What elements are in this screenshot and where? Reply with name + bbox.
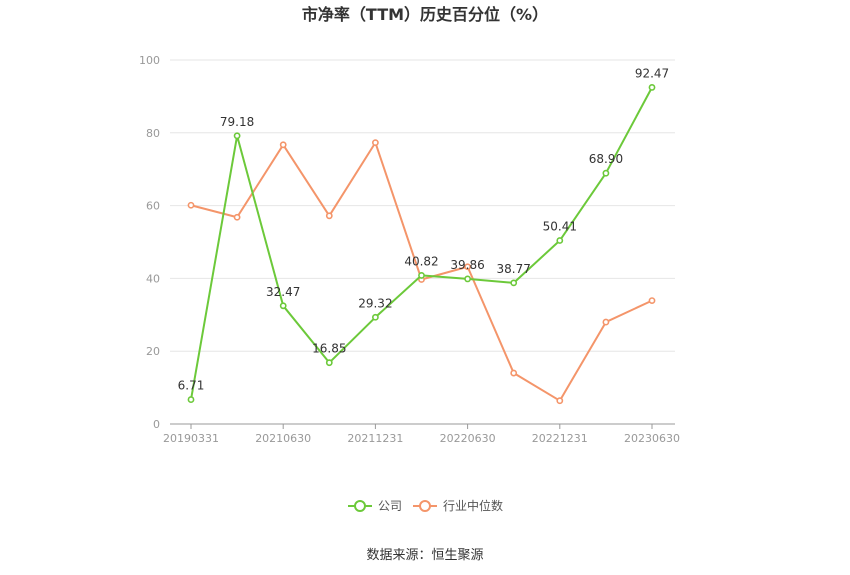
x-tick-label: 20220630 — [440, 432, 496, 445]
x-axis: 20190331 20210630 20211231 20220630 20221231… — [163, 423, 680, 445]
y-axis: 0 20 40 60 80 100 — [139, 54, 160, 431]
data-label-company: 29.32 — [358, 296, 392, 310]
x-tick-label: 20211231 — [347, 432, 403, 445]
legend-label-company: 公司 — [378, 499, 402, 513]
plot-area — [187, 84, 656, 405]
point-industry-median[interactable] — [648, 297, 656, 305]
point-company[interactable] — [602, 169, 610, 177]
y-tick-label: 60 — [146, 200, 160, 213]
point-industry-median[interactable] — [187, 201, 195, 209]
point-company[interactable] — [325, 359, 333, 367]
point-industry-median[interactable] — [371, 139, 379, 147]
point-company[interactable] — [556, 237, 564, 244]
y-tick-label: 80 — [146, 127, 160, 140]
x-tick-label: 20221231 — [532, 432, 588, 445]
point-company[interactable] — [371, 313, 379, 321]
grid — [170, 59, 675, 352]
x-tick-label: 20190331 — [163, 432, 219, 445]
point-industry-median[interactable] — [556, 397, 564, 405]
legend-label-industry-median: 行业中位数 — [443, 498, 503, 513]
point-industry-median[interactable] — [464, 263, 471, 271]
point-company[interactable] — [187, 396, 195, 403]
source-note: 数据来源：恒生聚源 — [366, 548, 483, 563]
point-industry-median[interactable] — [602, 318, 610, 326]
data-label-company: 50.41 — [543, 220, 577, 234]
point-company[interactable] — [648, 84, 656, 91]
point-company[interactable] — [464, 275, 471, 283]
data-label-company: 38.77 — [497, 262, 531, 276]
data-label-company: 32.47 — [266, 285, 300, 299]
point-industry-median[interactable] — [279, 141, 287, 149]
legend-item-company[interactable]: 公司 — [348, 499, 402, 513]
point-company[interactable] — [418, 272, 425, 279]
data-label-company: 92.47 — [635, 66, 669, 80]
data-labels: 6.71 79.18 32.47 16.85 29.32 40.82 39.86 38.77 5… — [178, 66, 670, 392]
y-tick-label: 40 — [146, 272, 160, 285]
x-tick-label: 20210630 — [255, 432, 311, 445]
chart-title: 市净率（TTM）历史百分位（%） — [302, 5, 548, 24]
legend: 公司 行业中位数 — [348, 498, 503, 513]
data-label-company: 39.86 — [450, 258, 484, 272]
data-label-company: 6.71 — [178, 379, 205, 393]
data-label-company: 40.82 — [404, 254, 438, 268]
data-label-company: 79.18 — [220, 115, 254, 129]
data-label-company: 68.90 — [589, 152, 623, 166]
point-company[interactable] — [233, 132, 241, 140]
legend-item-industry-median[interactable]: 行业中位数 — [413, 498, 503, 513]
y-tick-label: 0 — [153, 418, 160, 431]
x-tick-label: 20230630 — [624, 432, 680, 445]
y-tick-label: 20 — [146, 345, 160, 358]
point-company[interactable] — [279, 302, 287, 310]
legend-marker-company — [354, 500, 366, 512]
point-industry-median[interactable] — [325, 212, 333, 220]
point-industry-median[interactable] — [510, 369, 518, 377]
data-label-company: 16.85 — [312, 342, 346, 356]
y-tick-label: 100 — [139, 54, 160, 67]
series-line-company — [190, 86, 653, 400]
legend-marker-industry-median — [419, 500, 431, 512]
point-company[interactable] — [510, 279, 518, 287]
point-industry-median[interactable] — [233, 213, 241, 221]
series-line-industry-median — [190, 141, 653, 402]
